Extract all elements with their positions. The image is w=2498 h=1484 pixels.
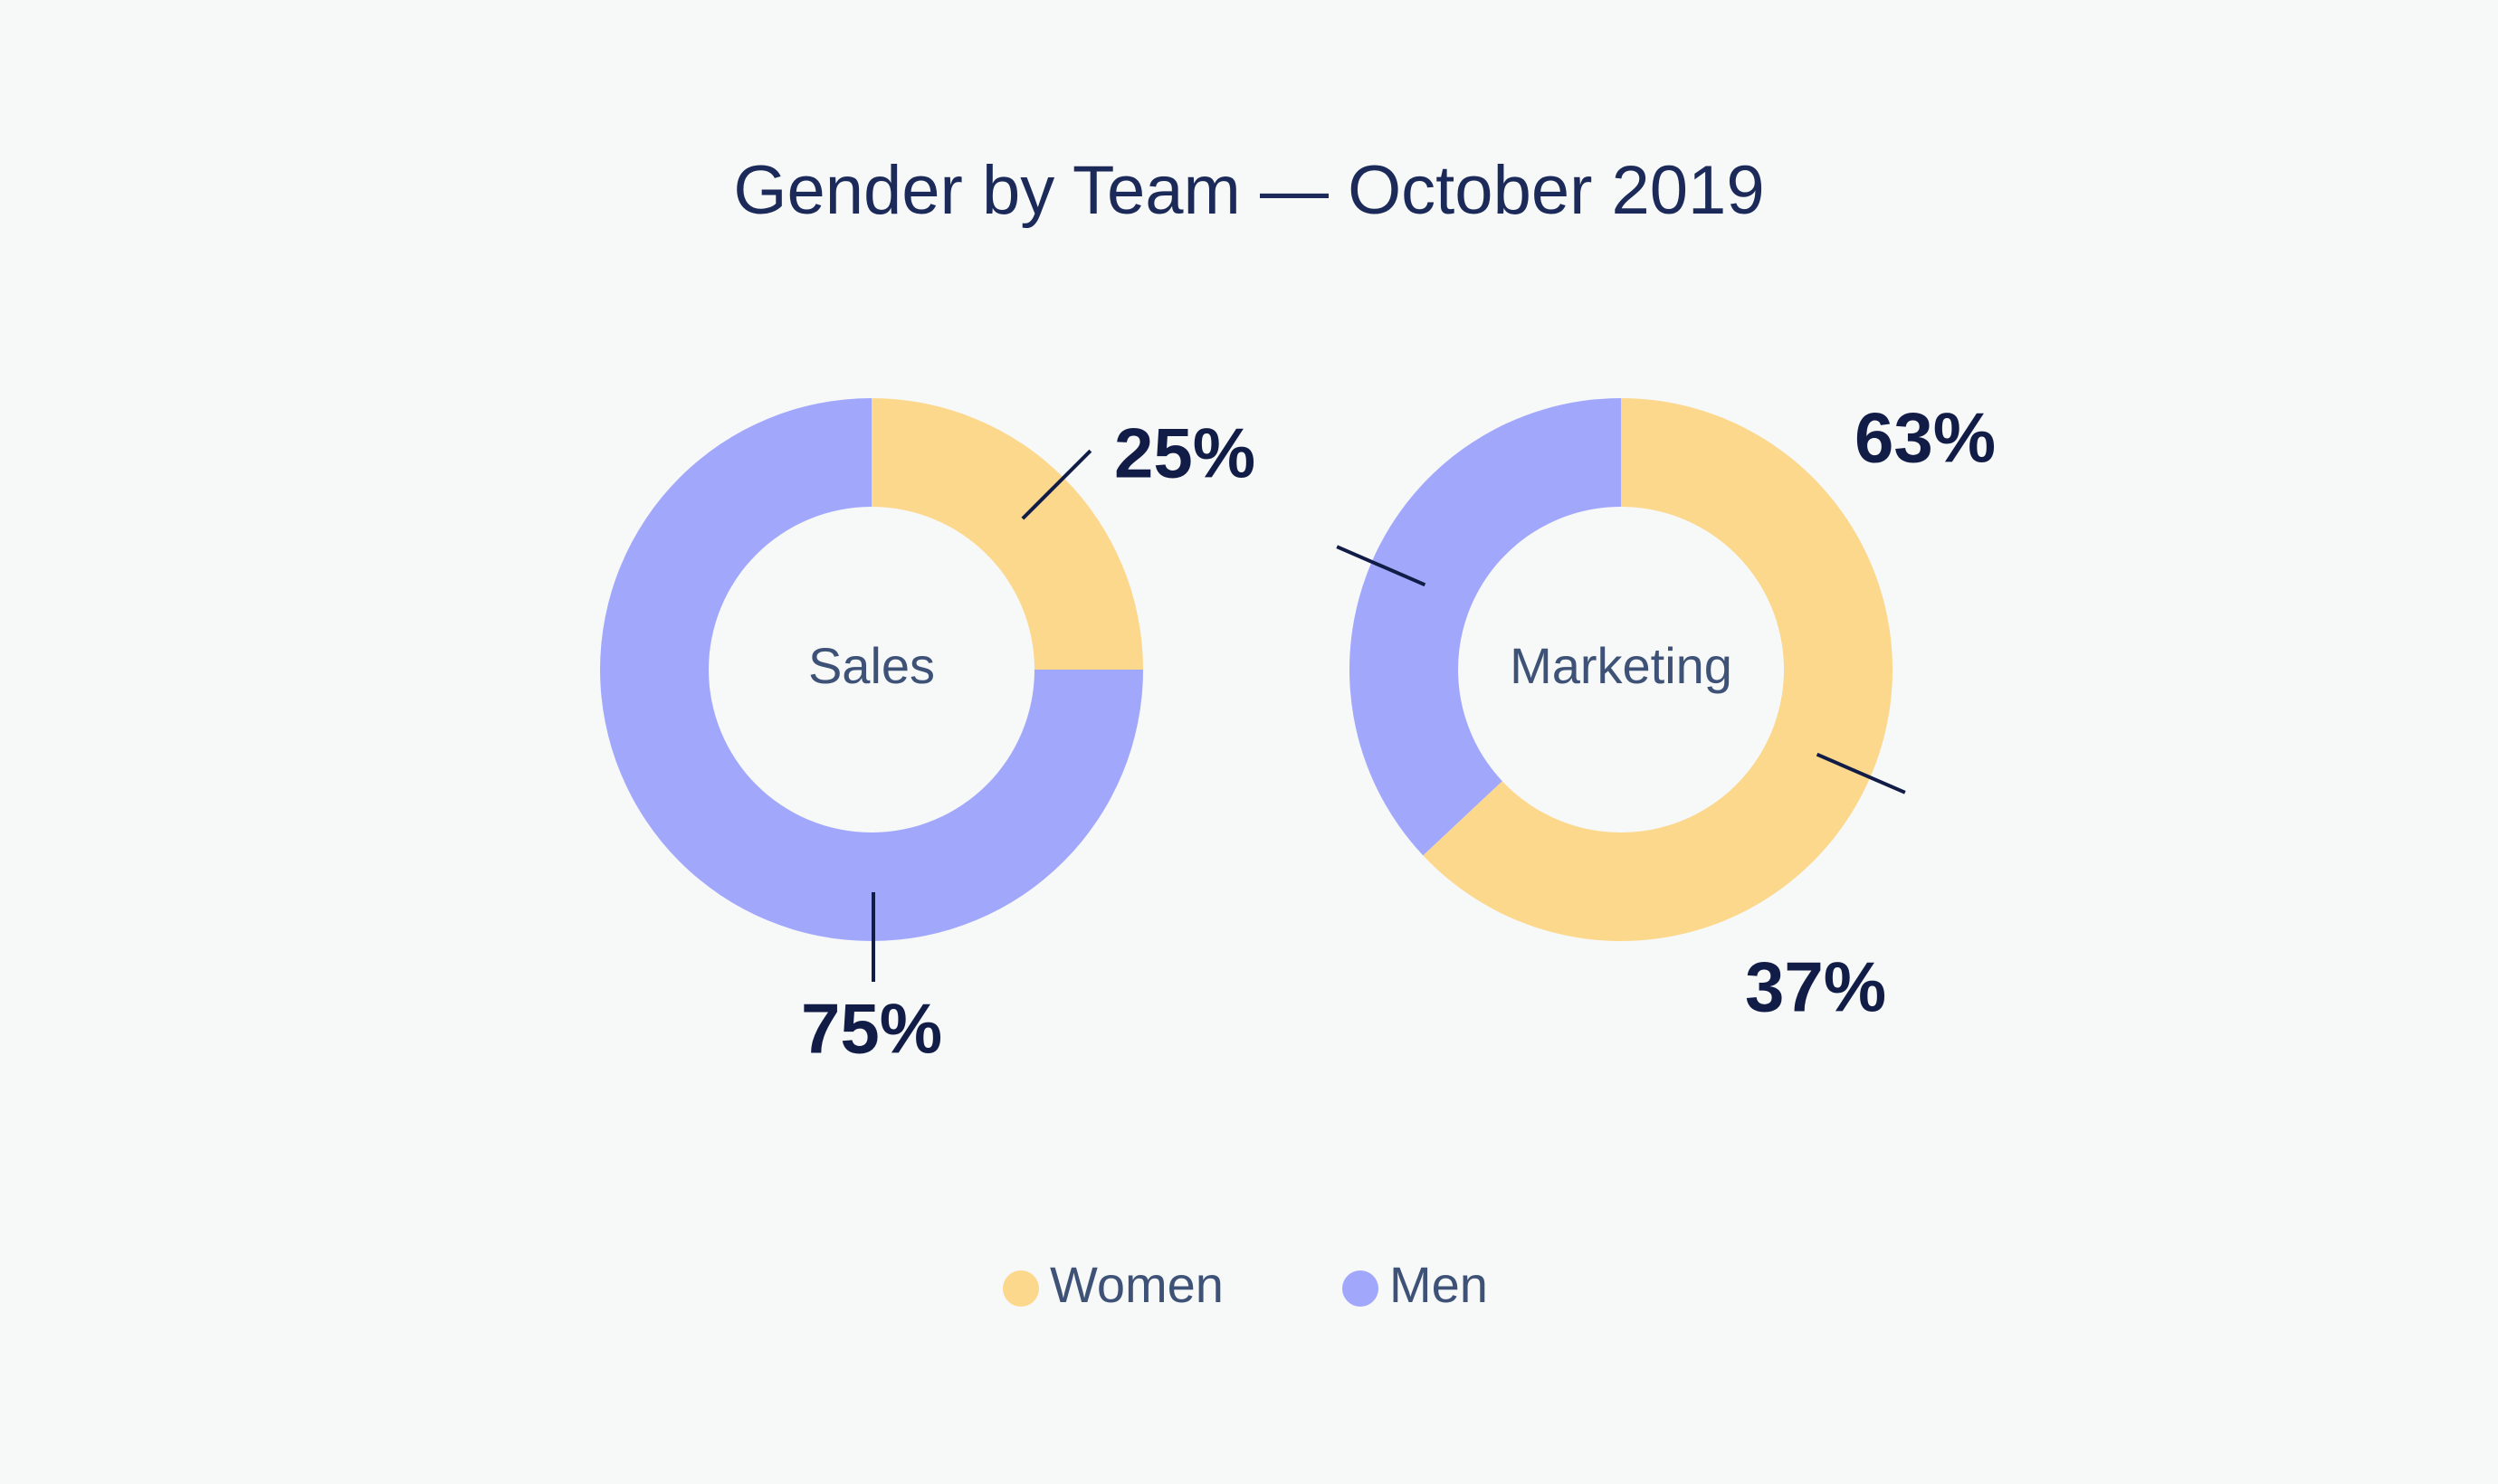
chart-title: Gender by Team — October 2019 (733, 152, 1764, 229)
data-label-sales-men: 75% (801, 989, 942, 1069)
donut-marketing: 63% 37% Marketing (1336, 398, 1996, 1027)
data-label-sales-women: 25% (1114, 414, 1255, 493)
legend-label-men: Men (1389, 1256, 1488, 1313)
slice-marketing-women (1423, 398, 1893, 941)
data-label-marketing-men: 37% (1745, 947, 1886, 1027)
center-label-sales: Sales (808, 637, 935, 694)
legend-swatch-men (1342, 1270, 1378, 1307)
legend: Women Men (1003, 1256, 1488, 1313)
leader-line-marketing-men (1336, 545, 1426, 587)
donut-charts: 25% 75% Sales 63% 37% Marketing (600, 398, 1996, 1069)
slice-marketing-men (1349, 398, 1621, 856)
data-label-marketing-women: 63% (1854, 398, 1996, 478)
donut-sales: 25% 75% Sales (600, 398, 1255, 1069)
leader-line-sales-women (1021, 449, 1092, 520)
legend-label-women: Women (1050, 1256, 1224, 1313)
slice-sales-men (600, 398, 1143, 941)
slice-sales-women (872, 398, 1143, 670)
leader-line-marketing-women (1816, 752, 1906, 794)
legend-swatch-women (1003, 1270, 1039, 1307)
center-label-marketing: Marketing (1510, 637, 1732, 694)
